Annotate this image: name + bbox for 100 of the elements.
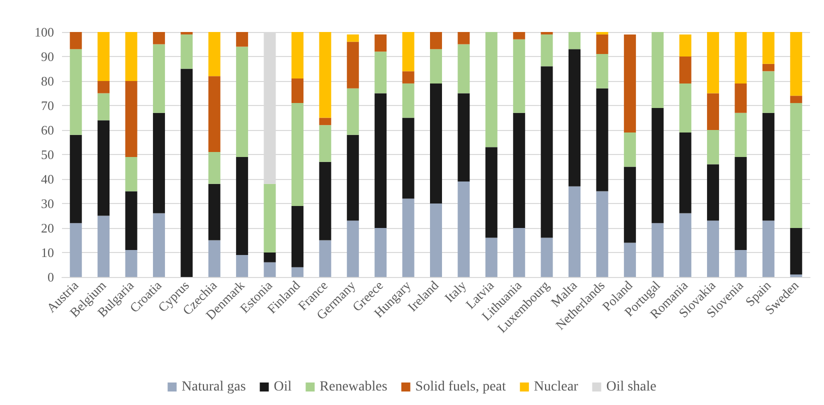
- bar: [264, 184, 276, 252]
- bar: [236, 156, 248, 255]
- bar: [346, 134, 359, 221]
- bar: [734, 112, 747, 157]
- bar: [236, 32, 248, 47]
- bar: [180, 34, 193, 69]
- bar: [152, 44, 165, 113]
- bar: [707, 130, 720, 164]
- bar: [652, 223, 664, 277]
- bar: [624, 34, 636, 132]
- bar: [346, 88, 359, 135]
- bar: [707, 220, 720, 277]
- bar: [430, 204, 442, 277]
- bar: [319, 32, 332, 118]
- bar: [458, 32, 470, 44]
- bar: [513, 112, 526, 228]
- bar: [624, 242, 636, 277]
- bar: [790, 96, 802, 104]
- bar: [430, 83, 442, 204]
- bar: [568, 49, 581, 186]
- y-tick-label: 50: [41, 147, 54, 162]
- bar: [208, 76, 220, 152]
- bar: [291, 78, 304, 104]
- bar: [513, 39, 526, 113]
- bar: [291, 206, 304, 268]
- bar: [513, 228, 526, 277]
- bar: [679, 83, 692, 132]
- bar: [319, 240, 332, 277]
- y-tick-label: 20: [41, 220, 54, 236]
- bar: [208, 152, 220, 184]
- bar: [458, 181, 470, 277]
- bar: [624, 166, 636, 243]
- bar: [568, 186, 581, 277]
- bar: [264, 252, 276, 262]
- bar: [125, 32, 138, 81]
- legend-label: Oil: [274, 380, 292, 394]
- bar: [319, 118, 332, 126]
- bar: [596, 88, 608, 192]
- legend-label: Renewables: [320, 380, 388, 394]
- bar: [291, 103, 304, 206]
- bar: [236, 46, 248, 157]
- bar: [291, 32, 304, 79]
- bar: [762, 71, 774, 113]
- bar: [596, 54, 608, 88]
- bar: [319, 125, 332, 162]
- bar: [264, 262, 276, 277]
- bar: [374, 34, 387, 52]
- legend-label: Oil shale: [606, 380, 656, 394]
- bar: [540, 66, 553, 238]
- bar: [734, 32, 747, 84]
- bar: [734, 83, 747, 113]
- bar: [70, 223, 82, 277]
- bar: [208, 32, 220, 76]
- bar: [346, 220, 359, 277]
- bar: [402, 71, 414, 84]
- bar: [430, 49, 442, 84]
- y-tick-label: 40: [41, 172, 54, 186]
- bar: [762, 32, 774, 64]
- bar: [98, 216, 110, 277]
- y-tick-label: 10: [41, 245, 54, 260]
- bar: [346, 42, 359, 88]
- bar: [152, 112, 165, 214]
- bar: [540, 238, 553, 277]
- bar: [374, 228, 387, 277]
- bar: [485, 238, 498, 277]
- bar: [707, 93, 720, 130]
- bar: [458, 93, 470, 182]
- bar: [180, 68, 193, 277]
- bar: [374, 52, 387, 94]
- bar: [319, 162, 332, 240]
- bar: [236, 254, 248, 277]
- bar: [485, 32, 498, 148]
- bar: [346, 34, 359, 42]
- bar: [762, 64, 774, 72]
- bar: [125, 250, 138, 277]
- y-tick-label: 100: [34, 24, 54, 40]
- legend-label: Nuclear: [534, 380, 579, 394]
- bar: [152, 32, 165, 44]
- bar: [125, 81, 138, 157]
- bar: [402, 118, 414, 199]
- bar: [652, 108, 664, 224]
- bar: [125, 156, 138, 192]
- bar: [402, 32, 414, 72]
- bar: [402, 83, 414, 118]
- bar: [70, 32, 82, 50]
- bar: [734, 156, 747, 250]
- legend-label: Natural gas: [182, 380, 246, 394]
- y-tick-label: 30: [41, 196, 54, 211]
- bar: [734, 250, 747, 277]
- y-tick-label: 60: [41, 122, 54, 138]
- bar: [790, 32, 802, 96]
- legend-label: Solid fuels, peat: [415, 380, 506, 394]
- y-tick-label: 90: [41, 49, 54, 64]
- bar: [430, 32, 442, 50]
- bar: [513, 32, 526, 40]
- bar: [540, 34, 553, 66]
- bar: [402, 198, 414, 277]
- bar: [679, 56, 692, 84]
- bar: [98, 32, 110, 81]
- bar: [790, 228, 802, 275]
